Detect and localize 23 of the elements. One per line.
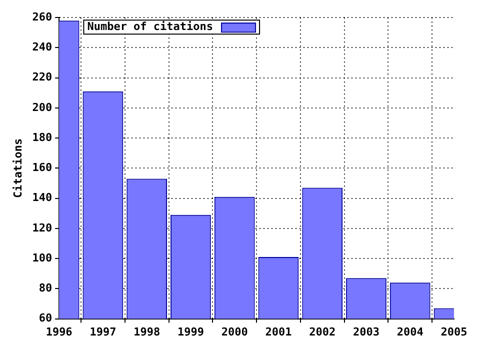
x-tick-label: 1998	[134, 325, 160, 338]
y-tick-label: 100	[32, 251, 52, 264]
y-tick-label: 260	[32, 10, 52, 24]
y-tick-label: 80	[38, 282, 52, 295]
x-tick-label: 2003	[352, 325, 380, 338]
x-tick-label: 1999	[177, 325, 204, 338]
y-tick-label: 60	[38, 312, 52, 325]
y-tick-label: 240	[32, 40, 52, 54]
x-tick-label: 2004	[396, 325, 424, 338]
y-tick-label: 180	[32, 130, 52, 144]
y-axis-title: Citations	[11, 138, 24, 198]
y-tick-label: 140	[32, 191, 52, 204]
x-tick-label: 1996	[46, 325, 73, 338]
y-tick-label: 200	[32, 100, 52, 114]
x-tick-label: 2005	[440, 325, 468, 338]
x-tick-label: 2002	[309, 325, 336, 338]
y-tick-label: 120	[32, 221, 52, 234]
x-tick-label: 2000	[221, 325, 248, 338]
x-tick-label: 1997	[90, 325, 116, 338]
y-tick-label: 160	[32, 161, 52, 174]
y-tick-label: 220	[32, 70, 52, 84]
x-tick-label: 2001	[265, 325, 292, 338]
legend-label: Number of citations	[87, 20, 214, 33]
